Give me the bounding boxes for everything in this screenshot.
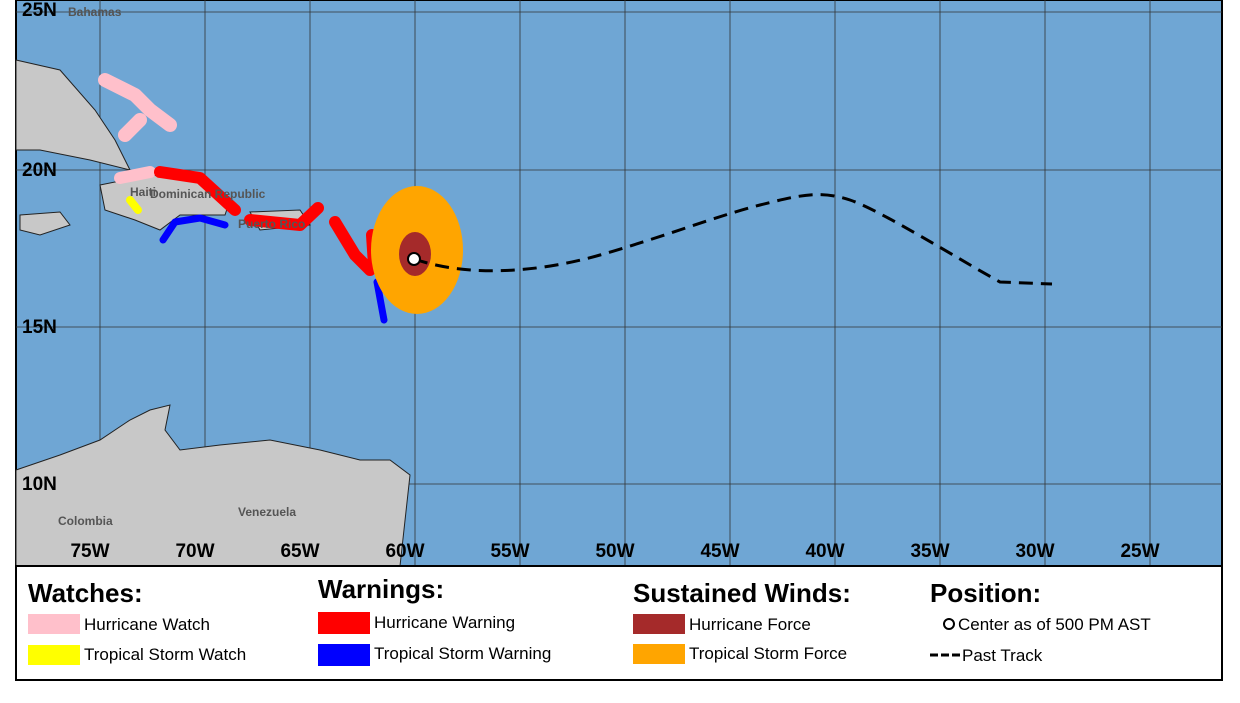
lon-label: 25W	[1120, 541, 1159, 562]
place-label: Puerto Rico	[238, 217, 305, 231]
lon-label: 50W	[595, 541, 634, 562]
lon-label: 70W	[175, 541, 214, 562]
lon-label: 75W	[70, 541, 109, 562]
lat-label: 25N	[22, 0, 57, 21]
place-label: Dominican Republic	[150, 187, 266, 201]
legend-item: Past Track	[962, 646, 1043, 665]
swatch	[318, 612, 370, 634]
legend-item: Center as of 500 PM AST	[958, 615, 1151, 634]
legend-title: Sustained Winds:	[633, 578, 851, 608]
swatch	[633, 644, 685, 664]
legend-item: Hurricane Warning	[374, 613, 515, 632]
lon-label: 35W	[910, 541, 949, 562]
lon-label: 40W	[805, 541, 844, 562]
place-label: Haiti	[130, 185, 156, 199]
legend-title: Warnings:	[318, 574, 444, 604]
lon-label: 45W	[700, 541, 739, 562]
legend-item: Tropical Storm Warning	[374, 644, 551, 663]
swatch	[318, 644, 370, 666]
legend-item: Hurricane Force	[689, 615, 811, 634]
lon-label: 60W	[385, 541, 424, 562]
legend-item: Tropical Storm Force	[689, 644, 847, 663]
lon-label: 65W	[280, 541, 319, 562]
lon-label: 55W	[490, 541, 529, 562]
legend-item: Tropical Storm Watch	[84, 645, 246, 664]
place-label: Colombia	[58, 514, 113, 528]
place-label: Venezuela	[238, 505, 296, 519]
place-label: Bahamas	[68, 5, 122, 19]
past-track	[413, 193, 1053, 286]
lon-label: 30W	[1015, 541, 1054, 562]
center-symbol	[943, 618, 955, 630]
legend-title: Position:	[930, 578, 1041, 608]
swatch	[28, 614, 80, 634]
swatch	[633, 614, 685, 634]
lat-label: 10N	[22, 474, 57, 495]
swatch	[28, 645, 80, 665]
storm-center	[407, 252, 421, 266]
lat-label: 15N	[22, 317, 57, 338]
legend-item: Hurricane Watch	[84, 615, 210, 634]
lat-label: 20N	[22, 160, 57, 181]
legend-box	[15, 565, 1223, 681]
legend-title: Watches:	[28, 578, 143, 608]
